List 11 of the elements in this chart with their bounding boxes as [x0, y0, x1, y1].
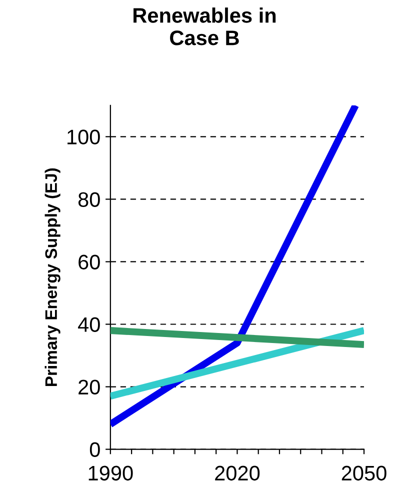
- y-tick-label: 100: [68, 130, 100, 144]
- y-tick-label: 0: [90, 442, 100, 458]
- y-tick-label: 40: [78, 317, 100, 332]
- y-tick-label: 20: [78, 380, 100, 395]
- chart-title: Renewables in Case B: [134, 8, 276, 46]
- y-tick-label: 60: [78, 254, 100, 270]
- y-axis-title: Primary Energy Supply (EJ): [44, 168, 60, 386]
- y-tick-label: 80: [78, 192, 100, 207]
- x-tick-label: 1990: [88, 466, 133, 481]
- x-tick-label: 2050: [342, 466, 386, 481]
- x-tick-label: 2020: [215, 466, 260, 481]
